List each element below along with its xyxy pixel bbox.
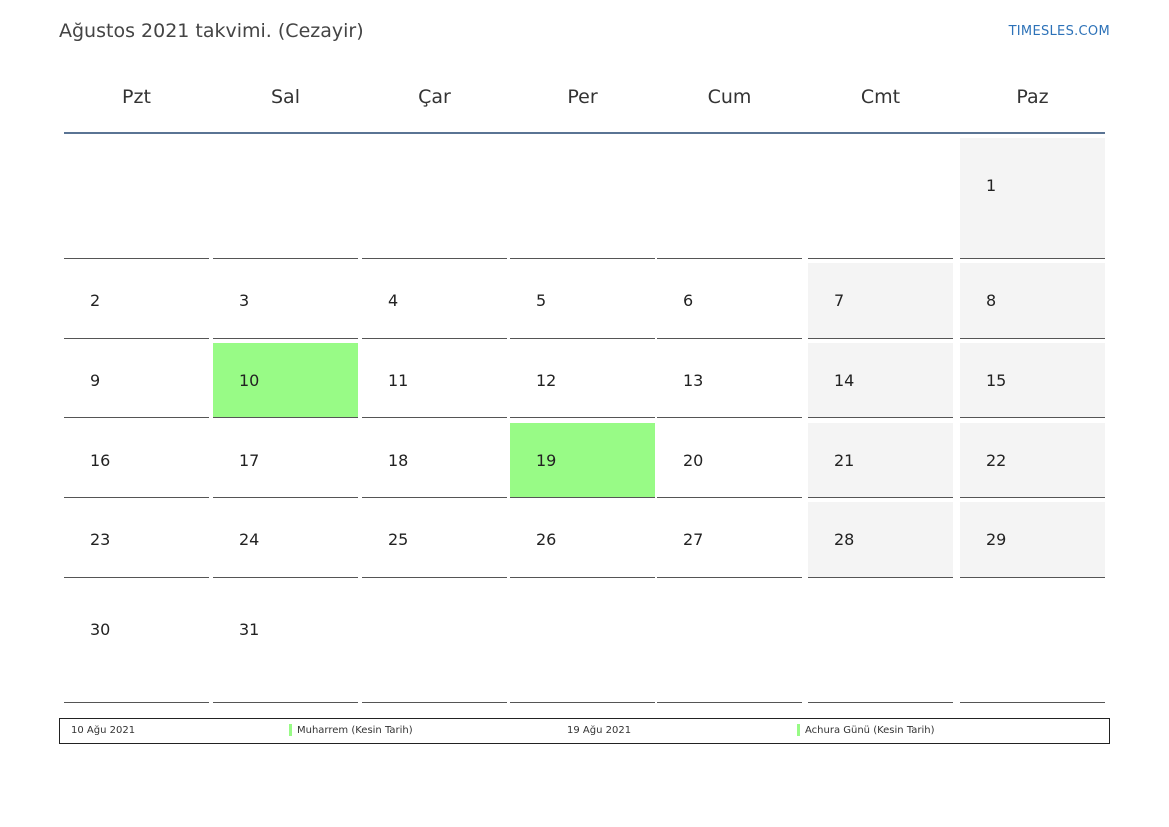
calendar-day-cell: 21 (808, 423, 953, 498)
day-number: 9 (90, 370, 101, 390)
calendar-day-cell: 25 (362, 502, 507, 578)
calendar-day-cell (808, 582, 953, 703)
calendar-day-cell: 9 (64, 343, 209, 418)
holiday-legend: 10 Ağu 2021 Muharrem (Kesin Tarih) 19 Ağ… (59, 718, 1110, 744)
calendar-day-cell: 4 (362, 263, 507, 339)
calendar-day-cell: 7 (808, 263, 953, 339)
calendar-day-cell: 16 (64, 423, 209, 498)
day-number: 12 (536, 370, 557, 390)
page-title: Ağustos 2021 takvimi. (Cezayir) (59, 20, 364, 42)
day-number: 22 (986, 450, 1007, 470)
calendar-day-cell: 3 (213, 263, 358, 339)
weekday-sun: Paz (1016, 86, 1049, 108)
calendar-day-cell (657, 582, 802, 703)
calendar-day-cell: 30 (64, 582, 209, 703)
calendar-day-cell: 10 (213, 343, 358, 418)
day-number: 31 (239, 620, 260, 639)
day-number: 20 (683, 450, 704, 470)
day-number: 21 (834, 450, 855, 470)
day-number: 7 (834, 291, 845, 310)
brand-link[interactable]: TIMESLES.COM (1008, 24, 1110, 39)
calendar-day-cell: 24 (213, 502, 358, 578)
calendar-day-cell: 11 (362, 343, 507, 418)
calendar-day-cell (213, 138, 358, 259)
day-number: 18 (388, 450, 409, 470)
calendar-day-cell: 20 (657, 423, 802, 498)
calendar-day-cell (64, 138, 209, 259)
calendar-day-cell: 31 (213, 582, 358, 703)
weekday-header: Pzt Sal Çar Per Cum Cmt Paz (64, 72, 1105, 134)
calendar-day-cell: 6 (657, 263, 802, 339)
calendar-day-cell: 27 (657, 502, 802, 578)
calendar-day-cell: 8 (960, 263, 1105, 339)
day-number: 16 (90, 450, 111, 470)
day-number: 15 (986, 370, 1007, 390)
calendar-day-cell (362, 138, 507, 259)
day-number: 3 (239, 291, 250, 310)
calendar-day-cell: 12 (510, 343, 655, 418)
legend-date: 19 Ağu 2021 (567, 725, 632, 736)
day-number: 28 (834, 530, 855, 549)
day-number: 13 (683, 370, 704, 390)
weekday-tue: Sal (271, 86, 300, 108)
calendar-day-cell (960, 582, 1105, 703)
weekday-thu: Per (567, 86, 598, 108)
legend-holiday-name: Muharrem (Kesin Tarih) (297, 725, 413, 736)
calendar-day-cell: 28 (808, 502, 953, 578)
calendar-day-cell: 1 (960, 138, 1105, 259)
legend-date: 10 Ağu 2021 (71, 725, 136, 736)
day-number: 8 (986, 291, 997, 310)
day-number: 17 (239, 450, 260, 470)
calendar-day-cell: 15 (960, 343, 1105, 418)
day-number: 19 (536, 450, 557, 470)
calendar-day-cell: 18 (362, 423, 507, 498)
day-number: 1 (986, 176, 997, 195)
day-number: 23 (90, 530, 111, 549)
day-number: 14 (834, 370, 855, 390)
calendar-day-cell (362, 582, 507, 703)
calendar-day-cell: 13 (657, 343, 802, 418)
calendar-day-cell: 26 (510, 502, 655, 578)
calendar-day-cell (808, 138, 953, 259)
day-number: 10 (239, 370, 260, 390)
calendar-day-cell (510, 138, 655, 259)
calendar-day-cell: 23 (64, 502, 209, 578)
calendar-day-cell: 19 (510, 423, 655, 498)
legend-color-swatch (797, 724, 800, 736)
day-number: 2 (90, 291, 101, 310)
calendar-day-cell (510, 582, 655, 703)
day-number: 26 (536, 530, 557, 549)
weekday-wed: Çar (418, 86, 451, 108)
calendar-day-cell: 22 (960, 423, 1105, 498)
calendar-day-cell: 17 (213, 423, 358, 498)
day-number: 6 (683, 291, 694, 310)
weekday-sat: Cmt (860, 86, 901, 108)
calendar-day-cell (657, 138, 802, 259)
day-number: 11 (388, 370, 409, 390)
weekday-fri: Cum (707, 86, 752, 108)
legend-holiday-name: Achura Günü (Kesin Tarih) (805, 725, 935, 736)
calendar-day-cell: 29 (960, 502, 1105, 578)
day-number: 4 (388, 291, 399, 310)
day-number: 29 (986, 530, 1007, 549)
legend-color-swatch (289, 724, 292, 736)
day-number: 24 (239, 530, 260, 549)
calendar-day-cell: 2 (64, 263, 209, 339)
weekday-mon: Pzt (122, 86, 151, 108)
day-number: 27 (683, 530, 704, 549)
day-number: 25 (388, 530, 409, 549)
calendar-day-cell: 14 (808, 343, 953, 418)
day-number: 5 (536, 291, 547, 310)
calendar-day-cell: 5 (510, 263, 655, 339)
day-number: 30 (90, 620, 111, 639)
